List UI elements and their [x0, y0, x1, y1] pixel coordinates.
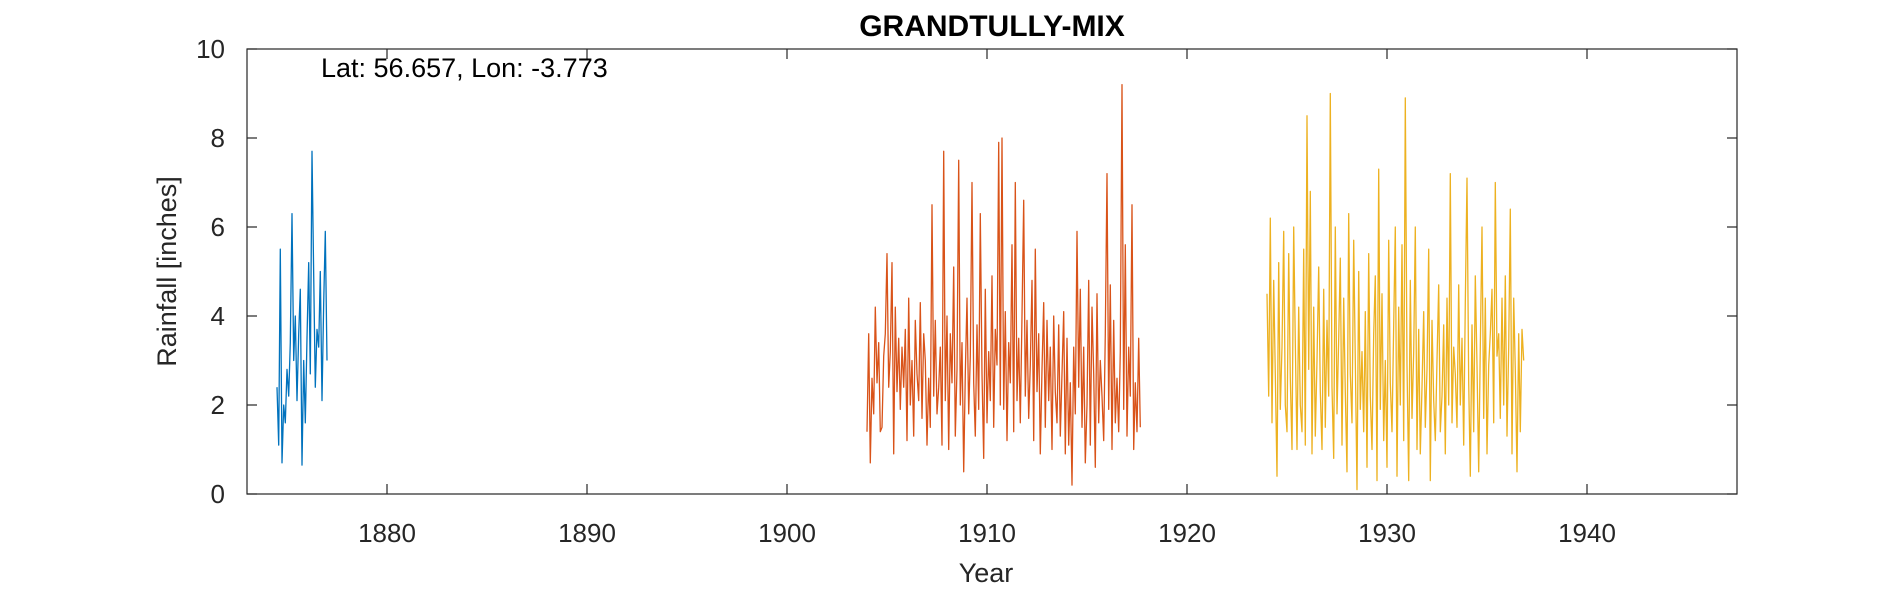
series-line-2 [866, 83, 1141, 486]
y-axis-label: Rainfall [inches] [152, 176, 182, 367]
y-tick-label: 8 [211, 123, 225, 153]
x-tick-label: 1900 [758, 518, 816, 548]
x-tick-label: 1930 [1358, 518, 1416, 548]
x-axis-label: Year [959, 558, 1014, 588]
axis-ticks: 1880 1890 1900 1910 1920 1930 1940 0 2 4 6 8 10 [196, 34, 1737, 548]
x-tick-label: 1910 [958, 518, 1016, 548]
y-tick-label: 6 [211, 212, 225, 242]
x-tick-label: 1940 [1558, 518, 1616, 548]
x-tick-label: 1880 [358, 518, 416, 548]
chart-title: GRANDTULLY-MIX [859, 10, 1125, 43]
x-tick-label: 1890 [558, 518, 616, 548]
series-line-1 [276, 150, 328, 466]
y-tick-label: 2 [211, 390, 225, 420]
x-tick-label: 1920 [1158, 518, 1216, 548]
plot-area [246, 48, 1738, 495]
y-tick-label: 4 [211, 301, 225, 331]
y-tick-label: 10 [196, 34, 225, 64]
location-annotation: Lat: 56.657, Lon: -3.773 [321, 53, 608, 83]
series-group [276, 83, 1525, 491]
series-line-3 [1266, 92, 1525, 491]
y-tick-label: 0 [211, 479, 225, 509]
